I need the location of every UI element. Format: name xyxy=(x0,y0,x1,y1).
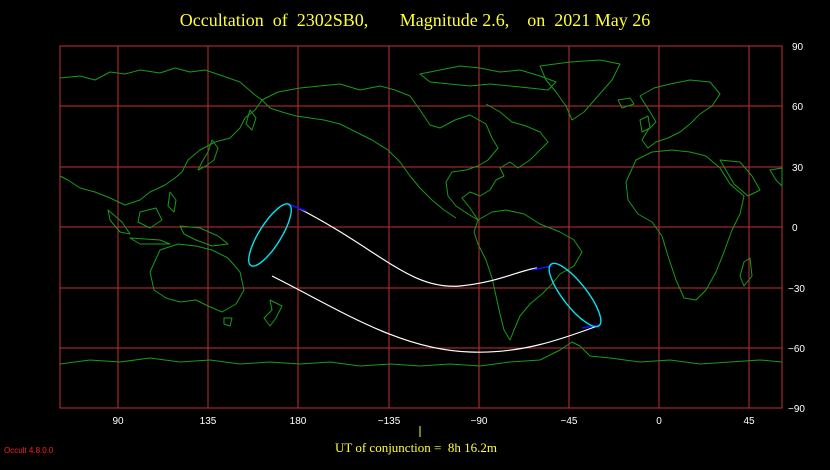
coastline-alaska-south xyxy=(261,99,457,219)
coastline-south-america xyxy=(473,209,583,341)
coastline-sumatra xyxy=(107,209,131,235)
lat-label-90: 90 xyxy=(792,42,804,53)
lat-label-minus-90: −90 xyxy=(788,404,805,415)
lon-label-135: 135 xyxy=(200,416,217,427)
coastlines xyxy=(59,59,783,367)
coastline-asia-east xyxy=(59,99,263,206)
coastline-arabia xyxy=(719,159,761,197)
lat-label-minus-60: −60 xyxy=(788,344,805,355)
coastline-arctic-islands xyxy=(419,65,557,91)
path-end-marker-north xyxy=(531,265,553,271)
coastline-north-america xyxy=(261,83,549,221)
lon-label-90: 90 xyxy=(112,416,124,427)
software-version: Occult 4.8.0.0 xyxy=(4,446,54,455)
lon-label-180: 180 xyxy=(290,416,307,427)
path-northern-limit xyxy=(297,207,538,287)
lat-label-minus-30: −30 xyxy=(788,284,805,295)
latitude-labels: 90 60 30 0 −30 −60 −90 xyxy=(788,42,805,415)
set-limit-ellipse xyxy=(548,262,602,328)
coastline-borneo xyxy=(137,207,163,229)
coastline-antarctica xyxy=(59,341,783,367)
coastline-new-guinea xyxy=(179,225,229,247)
lat-label-30: 30 xyxy=(792,163,804,174)
coastline-eurasia-north xyxy=(59,67,263,101)
lat-label-0: 0 xyxy=(792,223,798,234)
coastline-madagascar xyxy=(739,257,753,287)
coastline-britain xyxy=(639,115,651,133)
lat-label-60: 60 xyxy=(792,102,804,113)
lon-label-45: 45 xyxy=(743,416,755,427)
coastline-philippines xyxy=(167,191,177,213)
coastline-java xyxy=(129,237,171,245)
coastline-iceland xyxy=(617,97,635,109)
path-end-marker-south xyxy=(581,324,601,329)
path-start-marker xyxy=(287,203,307,212)
longitude-labels: 90 135 180 −135 −90 −45 0 45 xyxy=(112,416,755,427)
coastline-new-zealand xyxy=(263,299,283,327)
lon-label-minus-45: −45 xyxy=(561,416,578,427)
occultation-path xyxy=(248,203,602,353)
coastline-kamchatka xyxy=(245,109,257,131)
path-southern-limit xyxy=(271,275,601,353)
coastline-japan xyxy=(197,139,219,171)
lon-label-minus-135: −135 xyxy=(378,416,401,427)
coastline-tasmania xyxy=(223,317,233,327)
graticule xyxy=(60,46,782,408)
coastline-greenland xyxy=(539,59,621,121)
lon-label-minus-90: −90 xyxy=(471,416,488,427)
ut-of-conjunction: UT of conjunction = 8h 16.2m xyxy=(335,440,497,455)
coastline-australia xyxy=(149,243,245,313)
coastline-india-fragment xyxy=(769,167,783,187)
coastline-africa xyxy=(625,149,745,301)
map-title: Occultation of 2302SB0, Magnitude 2.6, o… xyxy=(179,10,651,30)
lon-label-0: 0 xyxy=(656,416,662,427)
rise-limit-ellipse xyxy=(248,203,292,267)
